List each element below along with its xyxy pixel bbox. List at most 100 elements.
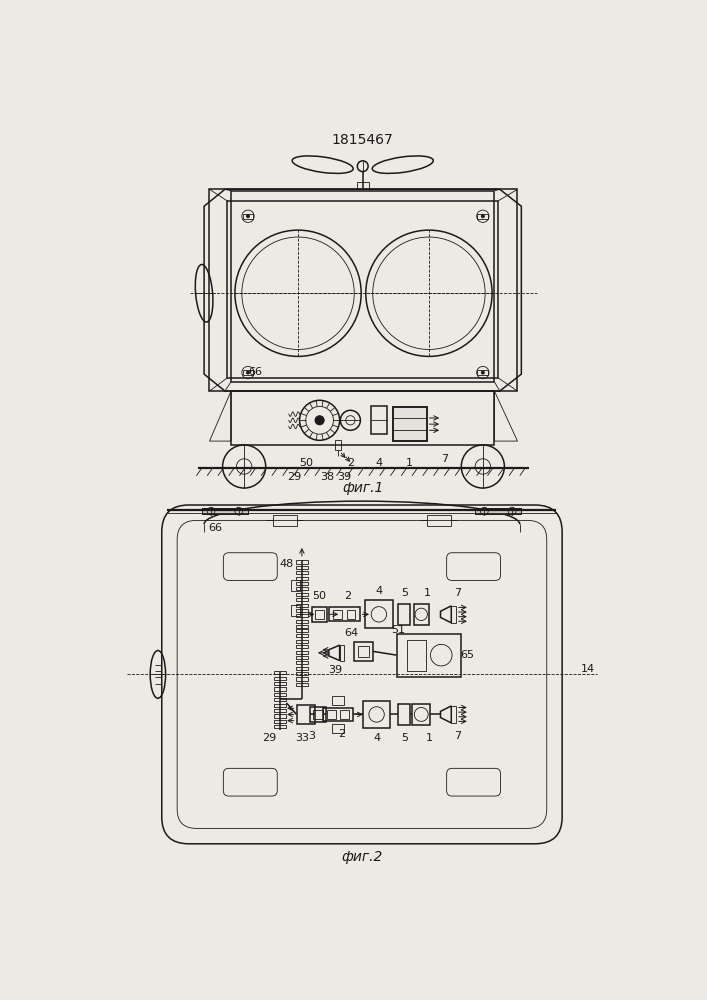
Bar xyxy=(477,214,489,219)
Bar xyxy=(296,661,308,664)
Circle shape xyxy=(481,371,484,374)
Bar xyxy=(274,677,286,680)
Bar xyxy=(296,625,308,628)
Bar xyxy=(335,440,341,450)
Circle shape xyxy=(315,416,325,425)
Text: 3: 3 xyxy=(308,731,315,741)
Bar xyxy=(296,620,308,623)
Bar xyxy=(451,706,456,723)
Text: 33: 33 xyxy=(295,733,309,743)
Bar xyxy=(332,724,344,733)
Bar xyxy=(407,640,426,671)
Bar xyxy=(296,672,308,675)
Bar xyxy=(398,604,411,625)
Bar xyxy=(231,191,494,382)
Bar xyxy=(296,593,308,596)
Bar xyxy=(296,683,308,686)
Bar xyxy=(475,508,521,514)
Bar xyxy=(296,609,308,612)
Bar xyxy=(296,604,308,607)
Bar xyxy=(393,407,426,441)
Text: фиг.1: фиг.1 xyxy=(342,481,383,495)
Bar xyxy=(291,605,300,616)
Text: 48: 48 xyxy=(279,559,293,569)
Bar xyxy=(363,701,390,728)
Bar xyxy=(354,642,373,661)
Text: 7: 7 xyxy=(454,731,461,741)
Bar xyxy=(397,634,461,677)
Bar xyxy=(201,508,248,514)
Bar xyxy=(398,704,411,725)
Text: 50: 50 xyxy=(312,591,327,601)
Bar xyxy=(296,645,308,648)
Text: 5: 5 xyxy=(401,588,408,598)
Bar xyxy=(475,508,521,514)
Text: 14: 14 xyxy=(580,664,595,674)
Bar xyxy=(327,710,336,719)
Bar xyxy=(310,707,326,722)
Text: 66: 66 xyxy=(208,523,222,533)
Bar xyxy=(296,614,308,617)
Text: 4: 4 xyxy=(375,586,382,596)
Text: 51: 51 xyxy=(391,625,405,635)
Bar xyxy=(334,610,342,619)
Bar xyxy=(296,571,308,574)
Bar xyxy=(201,508,248,514)
Bar xyxy=(329,607,360,621)
Text: 1: 1 xyxy=(407,458,413,468)
Bar xyxy=(477,370,489,375)
Bar xyxy=(296,582,308,585)
Bar xyxy=(356,182,369,189)
Bar xyxy=(340,710,349,719)
Text: 65: 65 xyxy=(460,650,474,660)
Text: 1: 1 xyxy=(426,733,433,743)
Bar xyxy=(296,656,308,659)
Bar xyxy=(274,671,286,674)
Text: 5: 5 xyxy=(401,733,408,743)
Bar xyxy=(358,646,369,657)
Bar xyxy=(371,406,387,434)
Circle shape xyxy=(247,215,250,218)
Text: 7: 7 xyxy=(440,454,448,464)
Text: 1: 1 xyxy=(424,588,431,598)
Text: 39: 39 xyxy=(328,665,342,675)
Bar xyxy=(274,704,286,707)
Text: 2: 2 xyxy=(344,591,351,601)
Bar xyxy=(414,604,429,625)
Bar xyxy=(274,709,286,712)
Bar xyxy=(296,640,308,643)
Bar xyxy=(296,566,308,569)
Bar xyxy=(274,698,286,701)
Bar xyxy=(339,645,344,661)
Bar xyxy=(365,600,393,628)
Text: 4: 4 xyxy=(373,733,380,743)
Text: 7: 7 xyxy=(454,588,461,598)
Bar xyxy=(274,682,286,685)
Circle shape xyxy=(481,215,484,218)
Bar xyxy=(296,667,308,670)
Text: 39: 39 xyxy=(337,472,351,482)
Bar xyxy=(296,587,308,590)
Bar xyxy=(296,560,308,564)
Bar xyxy=(274,687,286,691)
Text: 64: 64 xyxy=(344,628,358,638)
Bar xyxy=(243,214,253,219)
Bar xyxy=(332,696,344,705)
Bar xyxy=(274,725,286,728)
Bar xyxy=(243,370,253,375)
Bar xyxy=(274,515,296,526)
Bar xyxy=(296,677,308,681)
Text: 38: 38 xyxy=(320,472,334,482)
Text: 2: 2 xyxy=(339,729,346,739)
Text: 50: 50 xyxy=(299,458,312,468)
Text: 4: 4 xyxy=(375,458,382,468)
Bar xyxy=(296,651,308,654)
Circle shape xyxy=(247,371,250,374)
Bar xyxy=(313,710,322,719)
Bar xyxy=(451,606,456,623)
Bar xyxy=(428,515,450,526)
Bar xyxy=(315,610,325,619)
Text: фиг.2: фиг.2 xyxy=(341,850,382,864)
Bar xyxy=(296,634,308,637)
Bar xyxy=(296,577,308,580)
